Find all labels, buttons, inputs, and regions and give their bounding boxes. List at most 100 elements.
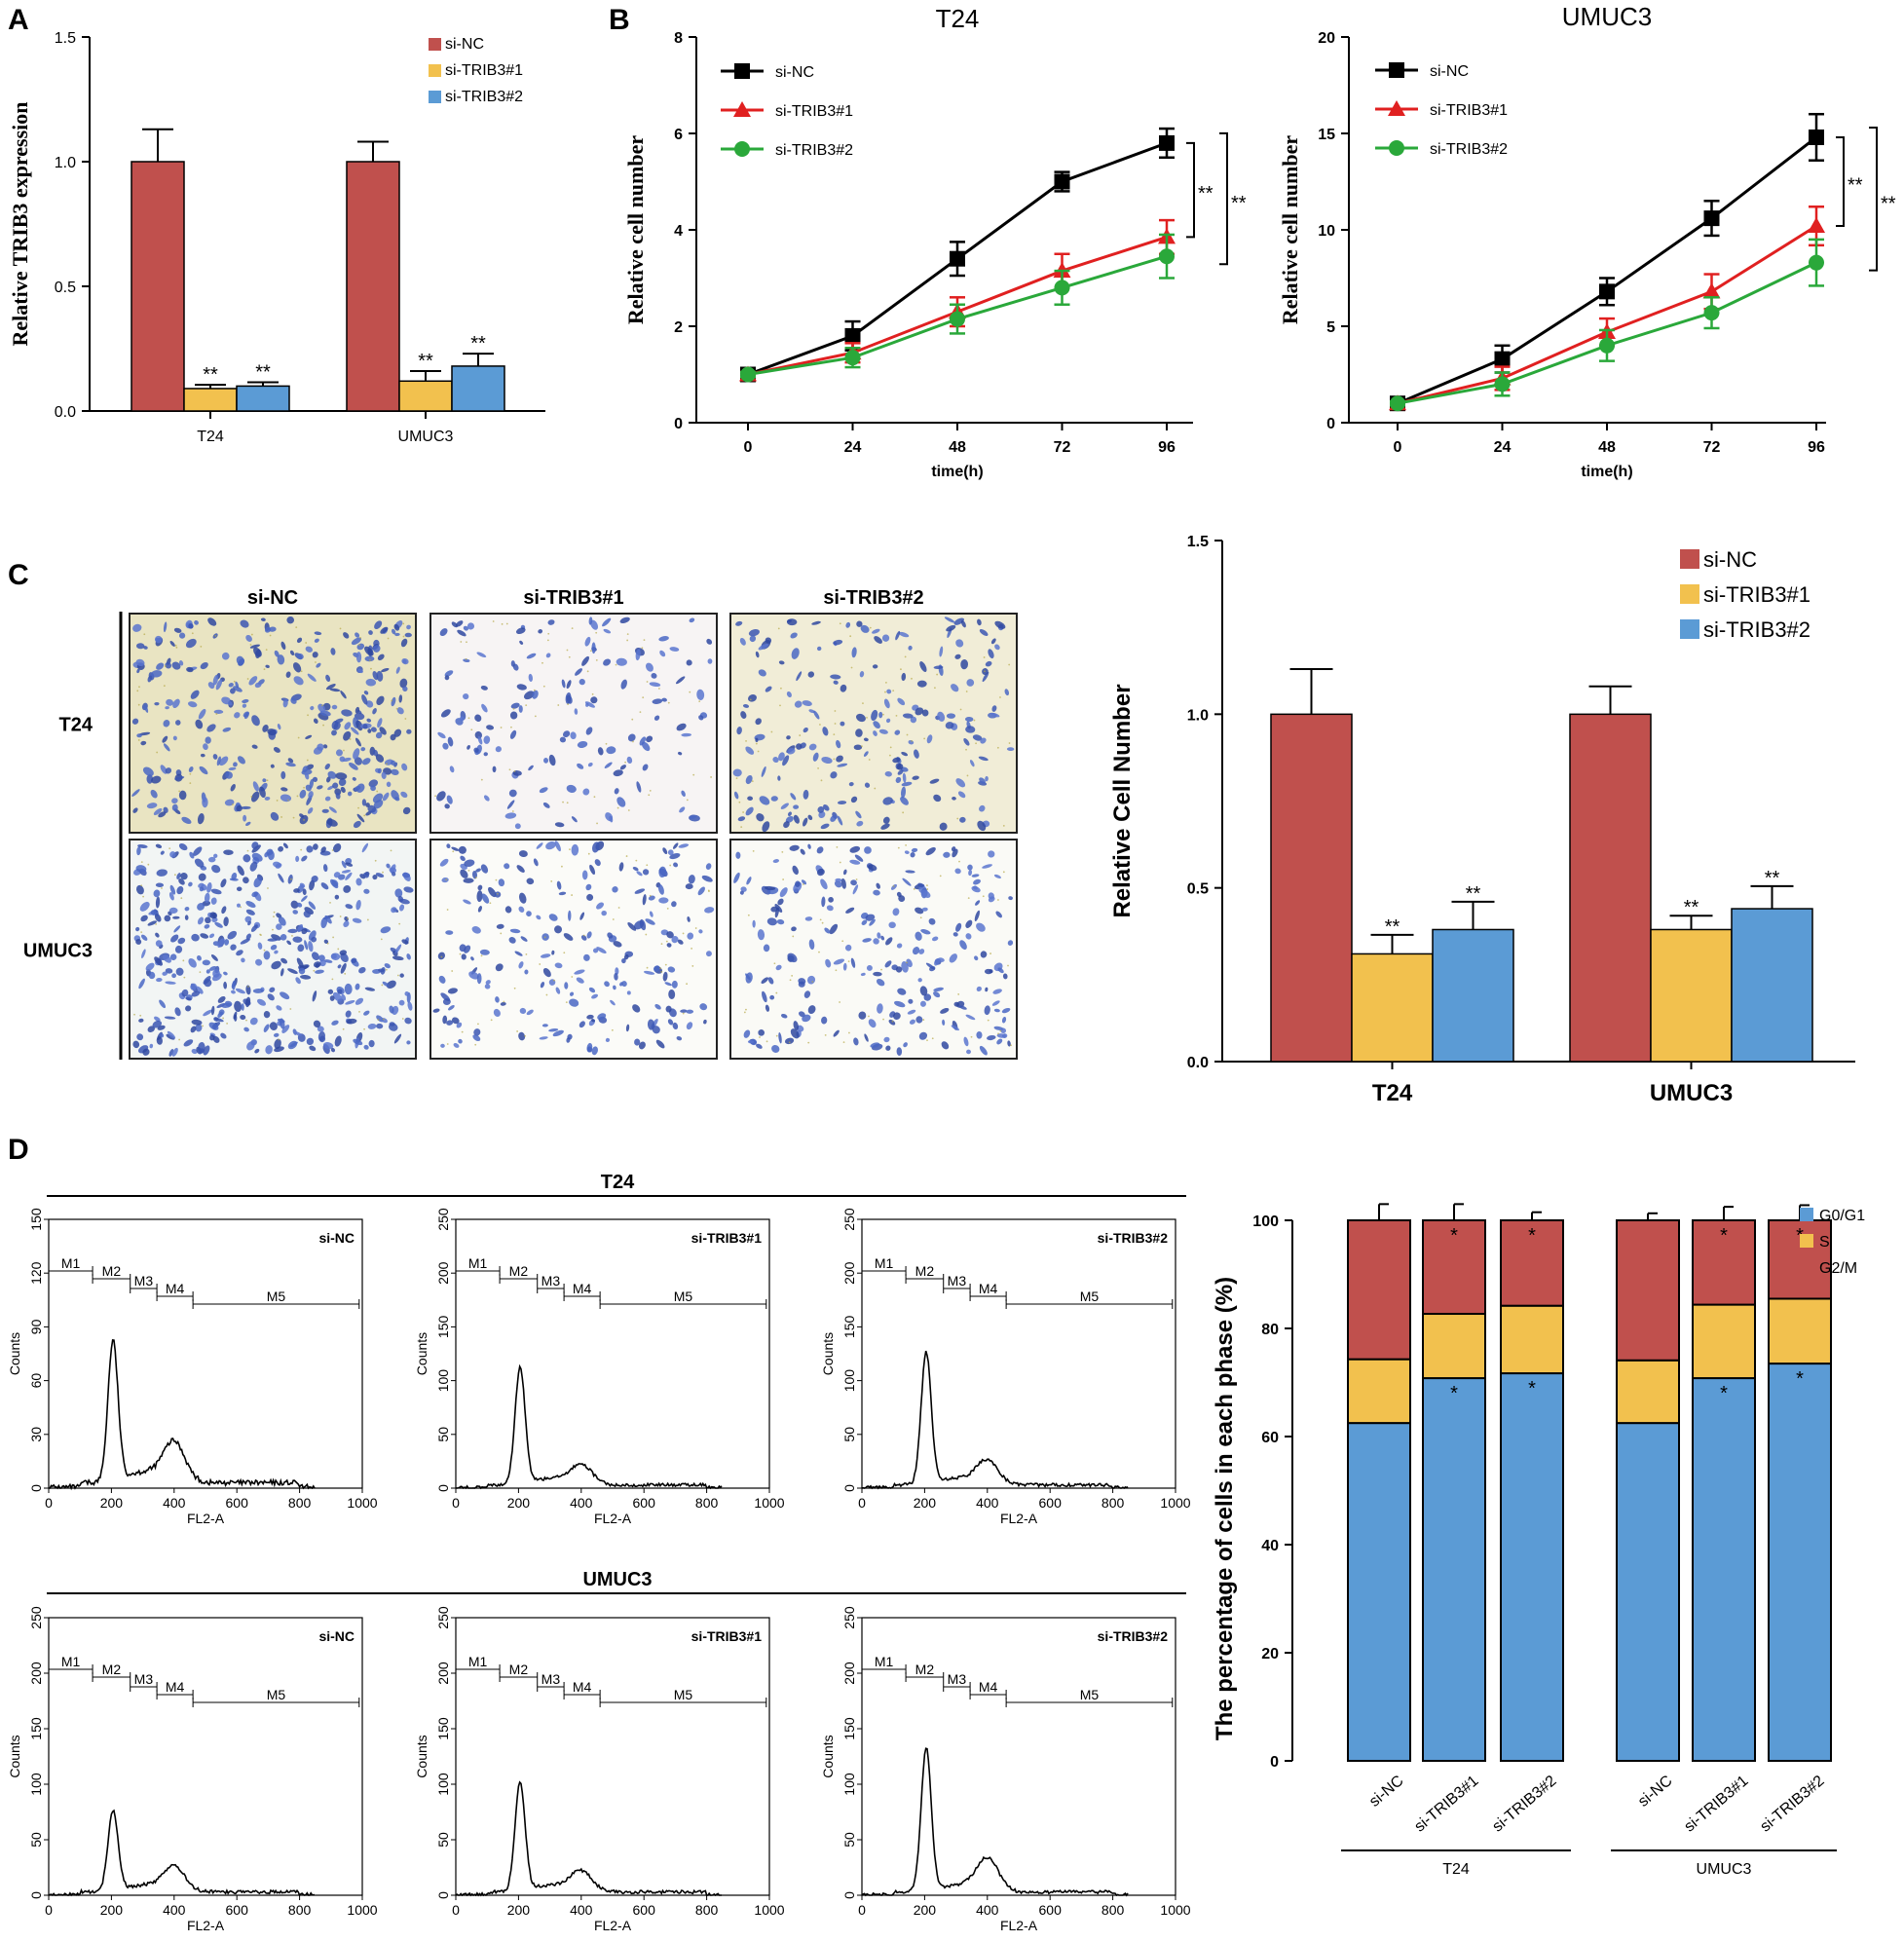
pore-dot	[612, 918, 615, 920]
gate-label: M4	[979, 1281, 998, 1296]
pore-dot	[906, 733, 909, 736]
stained-cell	[566, 784, 577, 793]
stained-cell	[584, 636, 591, 647]
stained-cell	[372, 645, 381, 653]
stained-cell	[988, 892, 994, 900]
stained-cell	[626, 756, 633, 765]
stained-cell	[285, 671, 291, 678]
stained-cell	[251, 844, 261, 853]
stained-cell	[791, 926, 797, 932]
pore-dot	[596, 822, 598, 825]
stained-cell	[401, 872, 411, 878]
pore-dot	[820, 779, 823, 782]
stained-cell	[240, 1014, 246, 1021]
stained-cell	[612, 886, 618, 893]
stained-cell	[919, 1000, 926, 1007]
stained-cell	[185, 996, 192, 1001]
stained-cell	[304, 940, 309, 951]
stained-cell	[833, 639, 843, 646]
stained-cell	[965, 933, 972, 940]
stained-cell	[614, 788, 619, 795]
stained-cell	[181, 816, 192, 825]
stained-cell	[669, 647, 680, 652]
stained-cell	[580, 935, 587, 941]
stained-cell	[249, 644, 261, 649]
gate-label: M4	[979, 1679, 998, 1695]
stained-cell	[322, 744, 328, 749]
y-axis-label: Counts	[414, 1735, 429, 1777]
pore-dot	[892, 884, 895, 887]
marker-circle	[844, 350, 861, 366]
pore-dot	[970, 1035, 973, 1038]
stained-cell	[903, 1042, 908, 1048]
stained-cell	[439, 628, 448, 637]
pore-dot	[332, 936, 335, 939]
stained-cell	[392, 955, 404, 961]
stained-cell	[569, 998, 579, 1007]
stained-cell	[460, 855, 466, 862]
stained-cell	[397, 895, 404, 903]
stained-cell	[154, 1016, 161, 1022]
stained-cell	[252, 781, 259, 792]
stained-cell	[566, 680, 572, 690]
stained-cell	[577, 741, 588, 749]
pore-dot	[386, 763, 388, 766]
pore-dot	[178, 1038, 181, 1041]
stained-cell	[799, 1011, 805, 1018]
stained-cell	[230, 688, 236, 694]
stained-cell	[900, 796, 909, 805]
marker-triangle	[1388, 100, 1405, 116]
pore-dot	[250, 633, 253, 636]
stained-cell	[447, 736, 454, 747]
stained-cell	[804, 916, 813, 921]
panel-label-b: B	[609, 4, 630, 36]
stained-cell	[885, 937, 893, 946]
pore-dot	[516, 1030, 519, 1032]
plot-frame	[455, 1218, 770, 1489]
stained-cell	[878, 711, 883, 719]
stained-cell	[515, 627, 526, 635]
stained-cell	[657, 883, 664, 895]
stained-cell	[793, 1021, 799, 1031]
stained-cell	[173, 925, 181, 933]
stained-cell	[877, 932, 881, 939]
pore-dot	[137, 703, 140, 706]
stained-cell	[959, 940, 967, 951]
series-line	[1397, 135, 1817, 405]
pore-dot	[164, 665, 167, 667]
stained-cell	[190, 690, 200, 699]
stained-cell	[175, 967, 184, 976]
y-tick-label: 15	[1318, 127, 1335, 143]
stained-cell	[132, 807, 138, 813]
stained-cell	[353, 820, 361, 829]
stained-cell	[326, 776, 331, 783]
stained-cell	[330, 648, 336, 655]
stained-cell	[296, 637, 303, 644]
stained-cell	[518, 1031, 526, 1041]
stained-cell	[280, 934, 287, 941]
stained-cell	[278, 873, 284, 883]
x-tick-label: 0	[452, 1902, 460, 1918]
x-tick-label: 1000	[1160, 1902, 1190, 1918]
stained-cell	[877, 1003, 883, 1014]
stained-cell	[292, 662, 302, 673]
histogram-curve	[861, 1747, 1129, 1897]
y-tick-label: 5	[1326, 319, 1335, 336]
stained-cell	[295, 855, 300, 863]
y-tick-label: 250	[435, 1606, 451, 1629]
x-tick-label: UMUC3	[1650, 1080, 1733, 1106]
stained-cell	[821, 1016, 828, 1025]
stained-cell	[267, 728, 277, 736]
y-tick-label: 250	[435, 1208, 451, 1231]
stained-cell	[794, 700, 803, 708]
stained-cell	[817, 805, 825, 813]
stained-cell	[990, 712, 1000, 718]
legend-swatch	[429, 38, 441, 51]
stained-cell	[356, 813, 365, 823]
pore-dot	[686, 799, 689, 802]
x-tick-label: 800	[288, 1495, 312, 1511]
stained-cell	[558, 891, 567, 896]
